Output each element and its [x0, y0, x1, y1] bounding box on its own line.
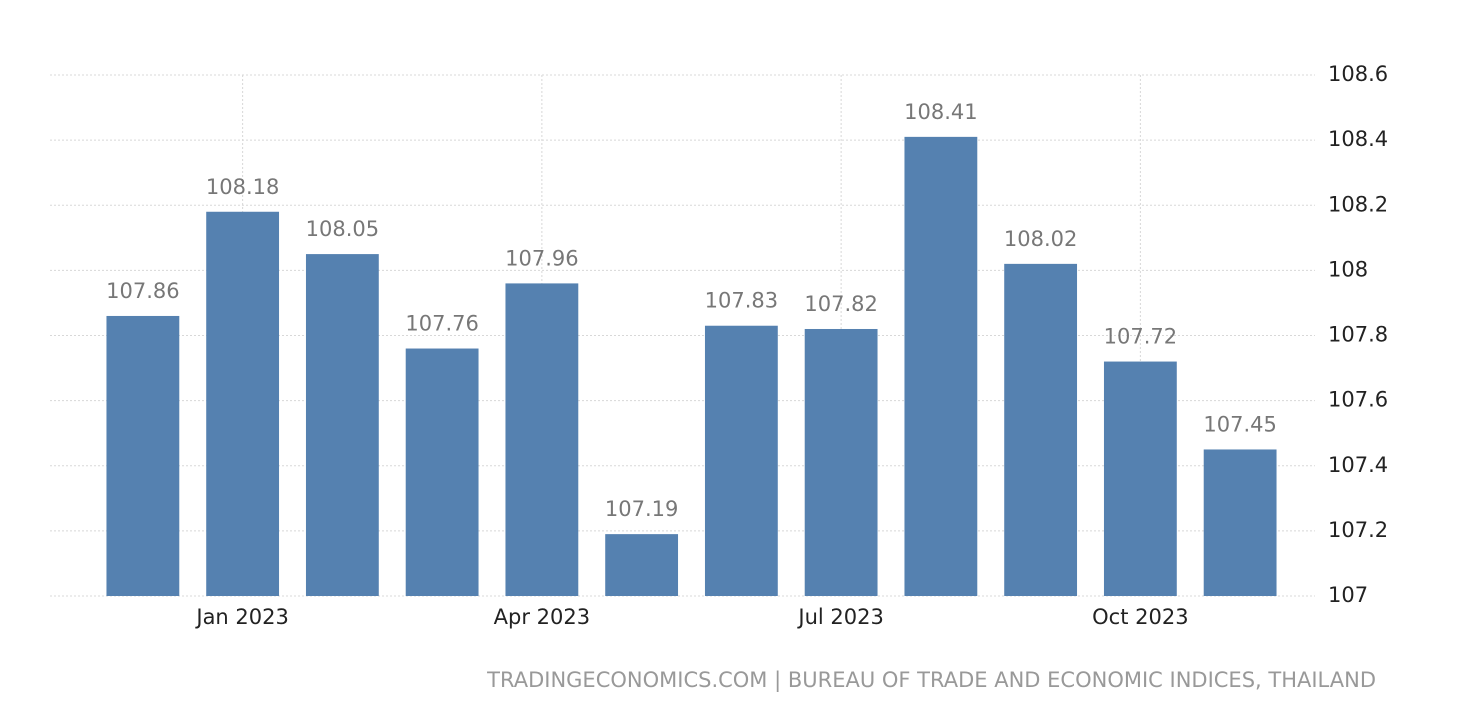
source: TRADINGECONOMICS.COM | BUREAU OF TRADE A…	[486, 668, 1376, 693]
value-label: 108.02	[1004, 227, 1077, 251]
y-tick-label: 107.8	[1328, 323, 1388, 347]
x-tick-label: Jul 2023	[796, 605, 883, 629]
bar	[1103, 361, 1177, 596]
value-label: 108.05	[306, 217, 379, 241]
bar	[704, 325, 778, 596]
bar	[1004, 263, 1078, 596]
x-tick-label: Apr 2023	[494, 605, 590, 629]
value-label: 107.86	[106, 279, 179, 303]
value-label: 107.96	[505, 246, 578, 270]
y-tick-label: 107.2	[1328, 518, 1388, 542]
y-tick-label: 108.2	[1328, 192, 1388, 216]
bar	[106, 315, 180, 596]
y-tick-label: 107.6	[1328, 388, 1388, 412]
bar	[405, 348, 479, 596]
value-label: 107.45	[1203, 412, 1276, 436]
bar	[1203, 449, 1277, 596]
value-label: 108.41	[904, 100, 977, 124]
value-label: 107.83	[705, 289, 778, 313]
y-tick-label: 107.4	[1328, 453, 1388, 477]
value-label: 108.18	[206, 175, 279, 199]
y-tick-label: 107	[1328, 583, 1368, 607]
x-tick-label: Jan 2023	[194, 605, 289, 629]
bar	[505, 283, 579, 596]
bar	[605, 534, 679, 596]
bar	[904, 136, 978, 596]
bar	[305, 254, 379, 596]
value-label: 107.76	[405, 312, 478, 336]
y-tick-label: 108	[1328, 257, 1368, 281]
value-label: 107.19	[605, 497, 678, 521]
value-label: 107.72	[1104, 325, 1177, 349]
x-tick-label: Oct 2023	[1092, 605, 1188, 629]
y-tick-label: 108.4	[1328, 127, 1388, 151]
bar	[804, 328, 878, 596]
bar	[206, 211, 280, 596]
value-label: 107.82	[804, 292, 877, 316]
y-tick-label: 108.6	[1328, 62, 1388, 86]
